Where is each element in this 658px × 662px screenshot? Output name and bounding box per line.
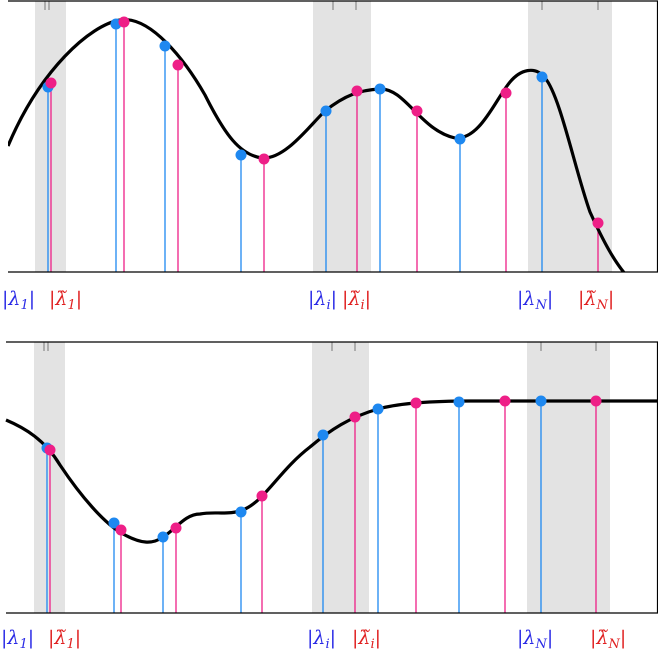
bottom-dots-magenta	[44, 395, 602, 536]
bottom-band-i	[312, 342, 369, 613]
top-ticks	[44, 1, 599, 10]
bottom-ticks	[43, 342, 597, 351]
bottom-stems-blue	[46, 401, 542, 613]
top-label-lambda-i-tilde: |λ̃i|	[342, 288, 371, 313]
top-label-lambda-1-tilde: |λ̃1|	[49, 288, 82, 313]
top-panel: |λ1| |λ̃1| |λi| |λ̃i| |λN| |λ̃N|	[2, 0, 658, 313]
top-label-lambda-1: |λ1|	[2, 288, 35, 313]
bottom-label-lambda-i: |λi|	[307, 627, 336, 652]
bottom-label-lambda-i-tilde: |λ̃i|	[352, 627, 381, 652]
bottom-label-lambda-1: |λ1|	[1, 627, 34, 652]
top-dots-blue	[42, 18, 548, 161]
top-dots-magenta	[45, 16, 604, 229]
top-stems-blue	[47, 24, 543, 272]
top-curve	[8, 18, 626, 272]
bottom-label-lambda-N-tilde: |λ̃N|	[590, 627, 626, 652]
top-label-lambda-i: |λi|	[308, 288, 337, 313]
bottom-dots-blue	[41, 395, 547, 543]
bottom-stems-magenta	[49, 401, 597, 613]
bottom-band-N	[527, 342, 610, 613]
bottom-label-lambda-N: |λN|	[517, 627, 553, 652]
bottom-panel: |λ1| |λ̃1| |λi| |λ̃i| |λN| |λ̃N|	[1, 341, 658, 652]
bottom-label-lambda-1-tilde: |λ̃1|	[48, 627, 81, 652]
top-label-lambda-N: |λN|	[517, 288, 553, 313]
top-band-i	[313, 1, 371, 272]
top-stems-magenta	[50, 22, 599, 272]
top-label-lambda-N-tilde: |λ̃N|	[578, 288, 614, 313]
bottom-curve	[5, 399, 658, 544]
